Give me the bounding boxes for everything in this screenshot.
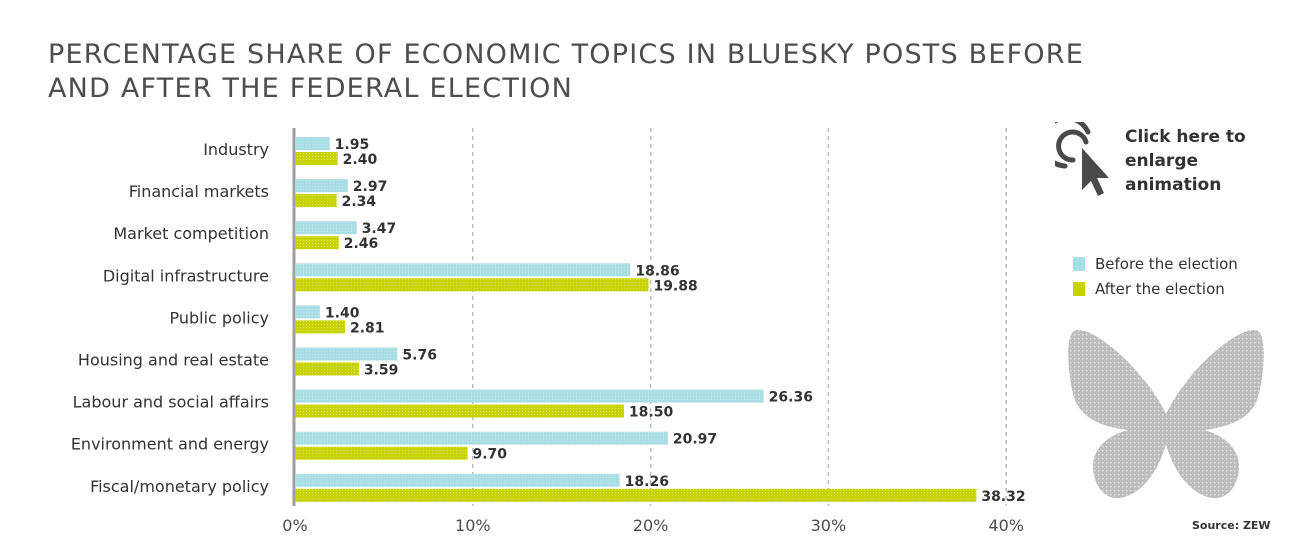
- data-label: 9.70: [472, 447, 507, 463]
- category-label: Market competition: [113, 224, 269, 243]
- legend: Before the election After the election: [1073, 251, 1238, 301]
- legend-swatch-before: [1073, 256, 1085, 271]
- bar-texture: [295, 431, 668, 445]
- x-tick-label: 20%: [633, 516, 669, 535]
- bar-texture: [295, 236, 339, 250]
- data-label: 2.46: [344, 236, 379, 252]
- data-label: 2.34: [342, 194, 377, 210]
- data-label: 2.40: [343, 152, 378, 168]
- enlarge-animation-label: Click here to enlarge animation: [1125, 127, 1246, 195]
- data-label: 18.86: [635, 263, 679, 279]
- bluesky-butterfly-icon: [1068, 329, 1264, 499]
- bar-texture: [295, 488, 977, 502]
- bar-texture: [295, 389, 764, 403]
- data-label: 20.97: [673, 432, 717, 448]
- bar-texture: [295, 347, 398, 361]
- data-label: 38.32: [981, 489, 1025, 505]
- bar-texture: [295, 446, 468, 460]
- chart-title: PERCENTAGE SHARE OF ECONOMIC TOPICS IN B…: [48, 39, 1084, 104]
- category-label: Financial markets: [129, 182, 269, 201]
- x-tick-label: 40%: [988, 516, 1024, 535]
- data-label: 18.26: [625, 474, 669, 490]
- x-tick-label: 10%: [455, 516, 491, 535]
- bar-texture: [295, 362, 359, 376]
- x-tick-label: 30%: [811, 516, 847, 535]
- bar-texture: [295, 320, 345, 334]
- bar-texture: [295, 152, 338, 165]
- legend-item-after: After the election: [1073, 276, 1238, 301]
- data-label: 2.81: [350, 320, 385, 336]
- data-label: 3.47: [362, 221, 397, 237]
- category-label: Public policy: [169, 308, 269, 327]
- category-label: Housing and real estate: [78, 351, 269, 370]
- click-cursor-icon: [1055, 122, 1109, 196]
- bar-texture: [295, 137, 330, 150]
- bar-texture: [295, 179, 348, 193]
- bar-texture: [295, 221, 357, 235]
- legend-item-before: Before the election: [1073, 251, 1238, 276]
- data-label: 5.76: [402, 348, 437, 364]
- bar-texture: [295, 278, 649, 292]
- bar-texture: [295, 305, 320, 319]
- legend-label-before: Before the election: [1095, 254, 1238, 273]
- source-note: Source: ZEW: [1192, 519, 1271, 532]
- data-label: 3.59: [364, 363, 399, 379]
- bar-texture: [295, 263, 631, 277]
- enlarge-animation-button[interactable]: Click here to enlarge animation: [1055, 122, 1305, 202]
- data-label: 26.36: [769, 390, 813, 406]
- category-label: Digital infrastructure: [103, 266, 269, 285]
- legend-label-after: After the election: [1095, 279, 1225, 298]
- data-label: 1.40: [325, 305, 360, 321]
- category-label: Industry: [203, 140, 269, 159]
- bar-texture: [295, 194, 337, 208]
- bar-texture: [295, 473, 620, 487]
- category-label: Fiscal/monetary policy: [90, 477, 269, 496]
- data-label: 1.95: [335, 137, 370, 153]
- legend-swatch-after: [1073, 281, 1085, 296]
- data-label: 2.97: [353, 179, 388, 195]
- category-label: Environment and energy: [71, 435, 269, 454]
- data-label: 19.88: [653, 278, 697, 294]
- data-label: 18.50: [629, 405, 674, 421]
- x-tick-label: 0%: [282, 516, 307, 535]
- bar-texture: [295, 404, 624, 418]
- category-label: Labour and social affairs: [73, 393, 269, 412]
